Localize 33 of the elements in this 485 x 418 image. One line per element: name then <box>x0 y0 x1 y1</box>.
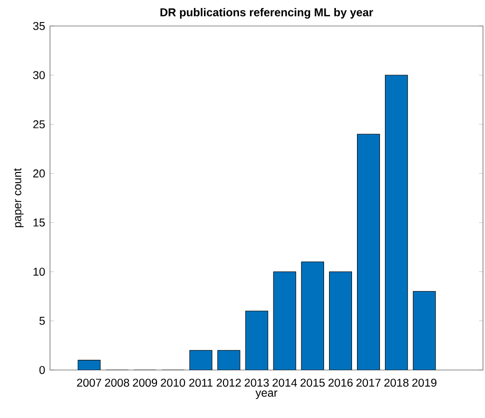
y-tick-label: 10 <box>34 268 45 276</box>
bar <box>246 311 268 370</box>
x-tick-label: 2011 <box>189 378 212 387</box>
x-tick-label: 2009 <box>132 378 158 387</box>
y-tick-label: 20 <box>33 169 45 178</box>
y-axis-title: paper count <box>14 168 24 228</box>
y-tick-label: 35 <box>33 22 45 30</box>
x-tick-label: 2008 <box>105 378 130 387</box>
x-tick-label: 2019 <box>412 378 436 387</box>
y-tick-label: 0 <box>39 366 45 374</box>
x-axis-title: year <box>256 390 278 399</box>
bar <box>385 75 408 370</box>
x-tick-label: 2018 <box>384 378 409 387</box>
x-tick-label: 2014 <box>272 378 297 387</box>
y-tick-label: 30 <box>33 71 45 80</box>
x-tick-label: 2010 <box>160 378 186 387</box>
bar <box>190 350 212 370</box>
y-tick-label: 15 <box>34 218 45 227</box>
x-tick-label: 2017 <box>356 378 380 387</box>
bar <box>357 134 380 370</box>
bar <box>412 291 436 370</box>
x-tick-label: 2012 <box>216 378 241 387</box>
chart-title: DR publications referencing ML by year <box>160 8 374 19</box>
bar <box>301 262 324 370</box>
bar <box>218 350 240 370</box>
y-tick-label: 25 <box>33 120 45 128</box>
x-tick-label: 2015 <box>300 378 325 387</box>
bar <box>273 272 296 370</box>
y-tick-label: 5 <box>39 316 45 325</box>
bar <box>329 272 352 370</box>
x-tick-label: 2016 <box>328 378 353 387</box>
x-tick-label: 2007 <box>77 378 102 387</box>
x-tick-label: 2013 <box>244 378 269 387</box>
